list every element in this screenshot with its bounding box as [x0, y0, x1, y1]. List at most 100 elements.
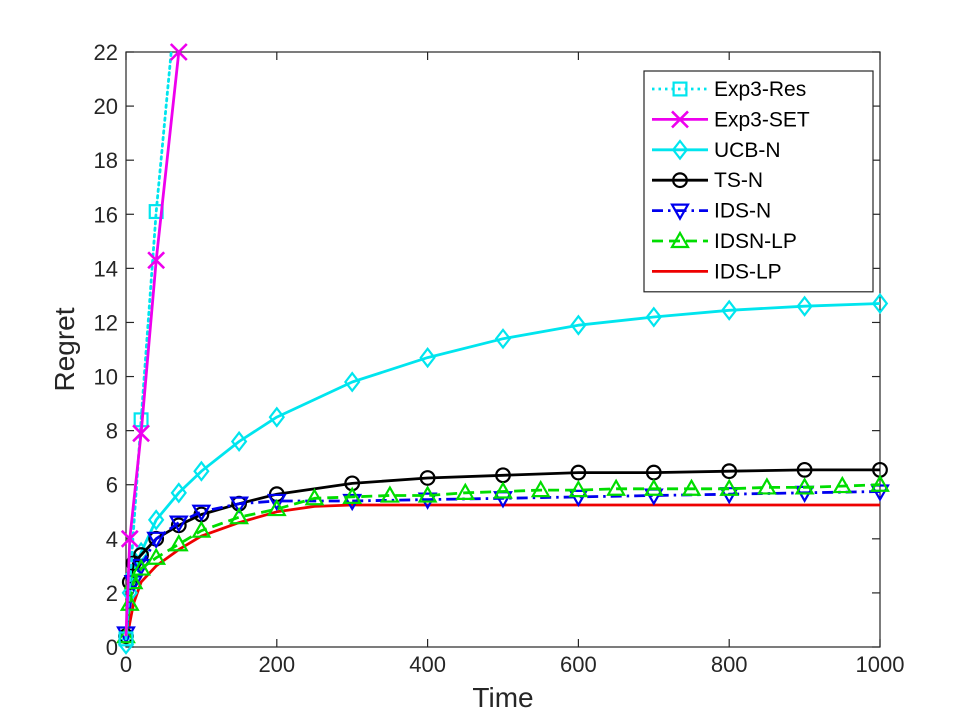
y-tick-label: 0: [106, 635, 118, 660]
marker-circle: [672, 172, 688, 189]
x-tick-label: 400: [409, 652, 446, 677]
marker-triangle-up: [304, 488, 325, 506]
marker-triangle-up: [870, 474, 890, 492]
marker-triangle-up: [670, 230, 690, 249]
legend-item: Exp3-Res: [652, 78, 806, 101]
marker-circle: [570, 464, 587, 481]
marker-triangle-up: [757, 477, 777, 495]
marker-triangle-up: [380, 485, 400, 503]
marker-circle: [721, 463, 738, 480]
series-exp3-set: [120, 43, 188, 637]
x-tick-label: 1000: [856, 652, 905, 677]
marker-x: [169, 43, 188, 61]
x-tick-label: 200: [258, 652, 295, 677]
y-tick-label: 14: [94, 256, 118, 281]
legend-item: IDS-N: [652, 200, 771, 223]
marker-triangle-down: [266, 493, 287, 512]
y-tick-label: 6: [106, 473, 118, 498]
marker-triangle-up: [266, 498, 287, 517]
legend: Exp3-Res Exp3-SET UCB-N TS-N IDS-N IDSN-LP IDS…: [643, 70, 874, 293]
marker-triangle-up: [681, 478, 702, 496]
marker-circle: [419, 470, 436, 486]
marker-triangle-down: [229, 496, 249, 514]
axis-ticks: 0 200 400 600 800 1000 0 2 4 6 8 10 12 14 16 18 20 22: [94, 40, 905, 677]
marker-triangle-up: [168, 534, 189, 552]
marker-diamond: [147, 509, 165, 531]
marker-triangle-down: [168, 515, 189, 533]
series-idsn-lp: [116, 474, 890, 644]
x-tick-label: 800: [711, 652, 748, 677]
legend-label: IDS-LP: [714, 260, 782, 283]
x-axis-title: Time: [472, 682, 533, 713]
marker-triangle-down: [191, 504, 212, 522]
marker-square: [672, 81, 688, 97]
marker-diamond: [193, 460, 210, 482]
legend-item: UCB-N: [652, 139, 781, 162]
legend-label: UCB-N: [714, 139, 781, 162]
legend-item: IDSN-LP: [652, 230, 797, 253]
y-tick-label: 16: [94, 202, 118, 227]
marker-triangle-up: [116, 625, 136, 644]
marker-triangle-up: [342, 486, 363, 504]
marker-diamond: [671, 139, 689, 161]
marker-triangle-up: [530, 479, 551, 498]
marker-diamond: [230, 430, 248, 453]
marker-triangle-up: [794, 477, 815, 495]
marker-x: [671, 110, 689, 129]
legend-item: IDS-LP: [652, 260, 782, 283]
legend-item: TS-N: [652, 169, 763, 192]
marker-diamond: [494, 328, 512, 350]
marker-triangle-up: [606, 478, 626, 496]
marker-diamond: [570, 314, 587, 336]
marker-triangle-down: [146, 531, 167, 550]
marker-triangle-up: [191, 520, 212, 538]
y-tick-label: 20: [94, 94, 118, 119]
marker-triangle-down: [670, 203, 690, 221]
legend-label: IDSN-LP: [714, 230, 797, 253]
marker-triangle-up: [146, 547, 167, 565]
x-tick-label: 0: [120, 652, 132, 677]
y-tick-label: 22: [94, 40, 118, 65]
marker-x: [120, 529, 139, 548]
marker-x: [132, 424, 150, 443]
marker-triangle-up: [455, 482, 476, 500]
marker-diamond: [871, 292, 889, 315]
y-tick-label: 18: [94, 148, 118, 173]
legend-item: Exp3-SET: [652, 108, 810, 131]
y-tick-label: 10: [94, 365, 118, 390]
legend-label: Exp3-SET: [714, 108, 810, 131]
marker-diamond: [170, 482, 187, 504]
marker-triangle-up: [719, 478, 740, 496]
marker-triangle-up: [568, 479, 589, 498]
marker-diamond: [344, 371, 361, 393]
marker-diamond: [721, 299, 738, 321]
marker-triangle-up: [119, 593, 140, 611]
y-tick-label: 4: [106, 527, 118, 552]
plot-frame: [125, 51, 881, 648]
y-tick-label: 8: [106, 419, 118, 444]
marker-triangle-up: [131, 558, 151, 576]
marker-x: [147, 251, 166, 270]
series-layer: [116, 43, 890, 655]
x-tick-label: 600: [560, 652, 597, 677]
legend-label: TS-N: [714, 169, 763, 192]
y-axis-title: Regret: [49, 307, 80, 391]
y-tick-label: 2: [106, 581, 118, 606]
marker-diamond: [796, 295, 813, 317]
series-line: [124, 483, 881, 637]
legend-label: IDS-N: [714, 200, 771, 223]
marker-diamond: [645, 306, 662, 328]
marker-circle: [796, 461, 813, 478]
y-tick-label: 12: [94, 310, 118, 335]
legend-label: Exp3-Res: [714, 78, 806, 101]
marker-diamond: [268, 406, 285, 428]
series-line: [124, 50, 173, 641]
marker-triangle-up: [493, 481, 513, 499]
marker-triangle-up: [417, 485, 438, 503]
marker-triangle-down: [568, 489, 589, 508]
marker-triangle-up: [643, 478, 664, 496]
marker-triangle-up: [832, 475, 853, 494]
marker-triangle-up: [229, 506, 249, 525]
marker-diamond: [419, 347, 436, 369]
